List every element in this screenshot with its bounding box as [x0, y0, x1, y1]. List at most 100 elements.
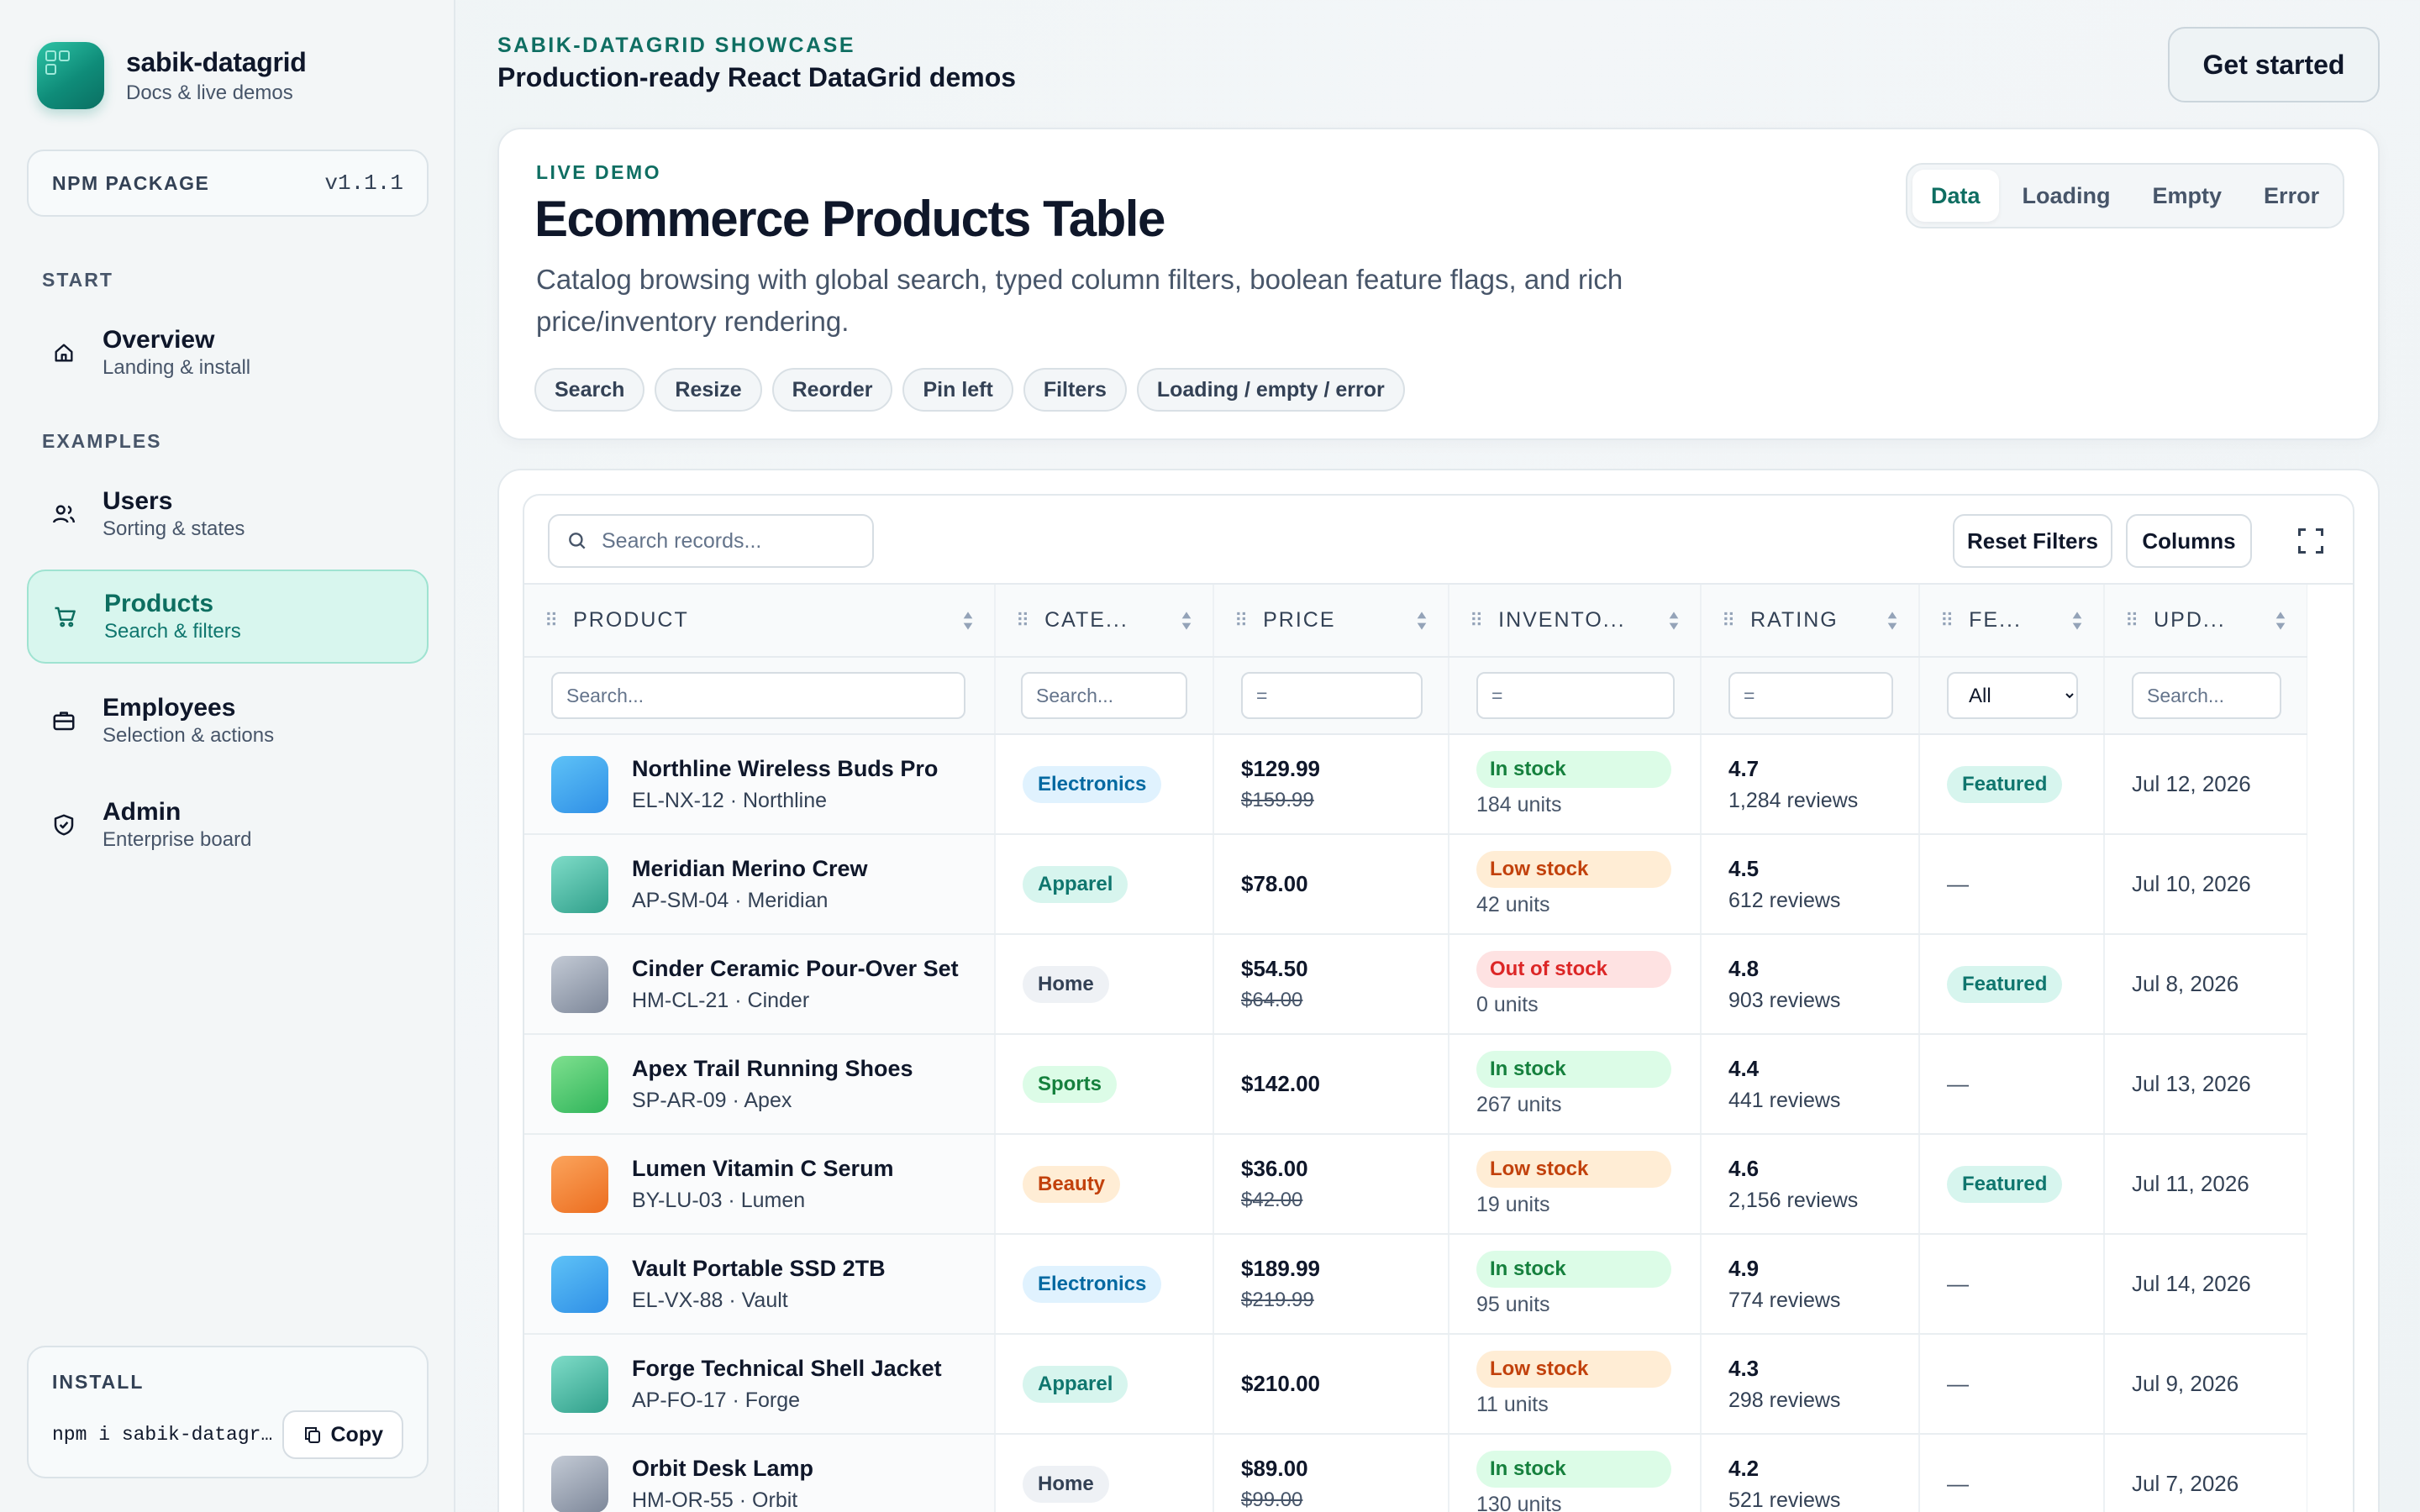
brand[interactable]: sabik-datagrid Docs & live demos [37, 42, 307, 109]
table-row[interactable]: Forge Technical Shell Jacket AP-FO-17 · F… [524, 1334, 2308, 1435]
filter-product-input[interactable] [551, 672, 965, 719]
table-row[interactable]: Cinder Ceramic Pour-Over Set HM-CL-21 · C… [524, 934, 2308, 1035]
category-badge: Apparel [1023, 865, 1128, 903]
feature-chip: Loading / empty / error [1136, 368, 1405, 412]
product-sku: SP-AR-09 · Apex [632, 1088, 792, 1112]
drag-handle-icon[interactable]: ⠿ [1016, 609, 1030, 631]
rating-value: 4.4 [1728, 1055, 1760, 1081]
cell-rating: 4.4 441 reviews [1701, 1034, 1920, 1135]
columns-button[interactable]: Columns [2126, 514, 2252, 568]
updated-date: Jul 14, 2026 [2132, 1271, 2251, 1296]
drag-handle-icon[interactable]: ⠿ [1234, 609, 1249, 631]
review-count: 612 reviews [1728, 888, 1841, 912]
sort-icon[interactable] [1416, 611, 1428, 631]
product-thumbnail [551, 1255, 608, 1313]
sidebar-item-admin[interactable]: Admin Enterprise board [27, 778, 429, 872]
sort-icon[interactable] [1668, 611, 1680, 631]
cell-inventory: Low stock 42 units [1449, 834, 1702, 935]
sort-icon[interactable] [962, 611, 974, 631]
filter-updated-input[interactable] [2132, 672, 2281, 719]
table-row[interactable]: Vault Portable SSD 2TB EL-VX-88 · Vault El… [524, 1234, 2308, 1335]
table-row[interactable]: Apex Trail Running Shoes SP-AR-09 · Apex S… [524, 1034, 2308, 1135]
cell-updated: Jul 7, 2026 [2104, 1434, 2308, 1512]
column-header-product[interactable]: ⠿ PRODUCT [524, 585, 996, 658]
drag-handle-icon[interactable]: ⠿ [1940, 609, 1954, 631]
category-badge: Sports [1023, 1065, 1118, 1103]
sort-icon[interactable] [1181, 611, 1192, 631]
sidebar-item-users[interactable]: Users Sorting & states [27, 467, 429, 561]
npm-label: NPM PACKAGE [52, 171, 210, 194]
data-grid: Reset Filters Columns ⠿ PRODUCT ⠿ CATE... … [523, 494, 2354, 1512]
column-header-updated[interactable]: ⠿ UPD... [2104, 585, 2308, 658]
updated-date: Jul 7, 2026 [2132, 1471, 2239, 1496]
not-featured-dash: — [1947, 1371, 1969, 1396]
column-title: PRODUCT [573, 608, 689, 632]
drag-handle-icon[interactable]: ⠿ [1470, 609, 1484, 631]
review-count: 1,284 reviews [1728, 788, 1859, 812]
filter-featured-select[interactable]: All [1947, 672, 2078, 719]
sort-icon[interactable] [1886, 611, 1898, 631]
copy-button[interactable]: Copy [281, 1410, 403, 1459]
drag-handle-icon[interactable]: ⠿ [1722, 609, 1736, 631]
feature-chip: Filters [1023, 368, 1127, 412]
product-name: Vault Portable SSD 2TB [632, 1255, 886, 1281]
column-header-inventory[interactable]: ⠿ INVENTO... [1449, 585, 1702, 658]
cell-product: Meridian Merino Crew AP-SM-04 · Meridian [524, 834, 996, 935]
sidebar-item-title: Products [104, 590, 214, 617]
table-row[interactable]: Meridian Merino Crew AP-SM-04 · Meridian A… [524, 834, 2308, 935]
cell-product: Northline Wireless Buds Pro EL-NX-12 · No… [524, 734, 996, 835]
product-thumbnail [551, 1055, 608, 1113]
tab-error[interactable]: Error [2264, 182, 2320, 208]
review-count: 774 reviews [1728, 1288, 1841, 1312]
sidebar-item-products[interactable]: Products Search & filters [27, 570, 429, 664]
cell-product: Apex Trail Running Shoes SP-AR-09 · Apex [524, 1034, 996, 1135]
section-examples-label: EXAMPLES [42, 430, 162, 452]
table-row[interactable]: Northline Wireless Buds Pro EL-NX-12 · No… [524, 734, 2308, 835]
cell-rating: 4.5 612 reviews [1701, 834, 1920, 935]
sidebar-item-subtitle: Sorting & states [103, 517, 245, 540]
shield-icon [49, 810, 79, 840]
column-header-category[interactable]: ⠿ CATE... [995, 585, 1214, 658]
demo-description: Catalog browsing with global search, typ… [536, 264, 1623, 337]
cell-inventory: Out of stock 0 units [1449, 934, 1702, 1035]
cell-category: Apparel [995, 1334, 1214, 1435]
tab-loading[interactable]: Loading [2022, 182, 2111, 208]
sidebar-item-employees[interactable]: Employees Selection & actions [27, 674, 429, 768]
copy-label: Copy [330, 1422, 384, 1446]
sort-icon[interactable] [2071, 611, 2083, 631]
filter-inventory-input[interactable] [1476, 672, 1675, 719]
global-search[interactable] [548, 514, 874, 568]
cell-price: $54.50 $64.00 [1213, 934, 1449, 1035]
filter-rating-input[interactable] [1728, 672, 1893, 719]
tab-data[interactable]: Data [1912, 170, 1999, 222]
grid-scroll-area [2307, 585, 2353, 1512]
table-row[interactable]: Lumen Vitamin C Serum BY-LU-03 · Lumen Bea… [524, 1134, 2308, 1235]
reset-filters-button[interactable]: Reset Filters [1953, 514, 2112, 568]
sidebar-item-title: Users [103, 487, 173, 515]
get-started-button[interactable]: Get started [2168, 27, 2380, 102]
sort-icon[interactable] [2275, 611, 2286, 631]
not-featured-dash: — [1947, 1471, 1969, 1496]
search-input[interactable] [602, 528, 854, 554]
product-thumbnail [551, 1355, 608, 1413]
column-header-price[interactable]: ⠿ PRICE [1213, 585, 1449, 658]
drag-handle-icon[interactable]: ⠿ [544, 609, 559, 631]
tab-empty[interactable]: Empty [2152, 182, 2223, 208]
sidebar-item-overview[interactable]: Overview Landing & install [27, 306, 429, 400]
column-header-featured[interactable]: ⠿ FE... [1919, 585, 2105, 658]
fullscreen-icon[interactable] [2296, 526, 2326, 556]
product-name: Forge Technical Shell Jacket [632, 1355, 942, 1381]
cell-rating: 4.9 774 reviews [1701, 1234, 1920, 1335]
price-current: $89.00 [1241, 1456, 1308, 1481]
rating-value: 4.2 [1728, 1455, 1760, 1481]
drag-handle-icon[interactable]: ⠿ [2125, 609, 2139, 631]
cell-featured: — [1919, 1034, 2105, 1135]
table-row[interactable]: Orbit Desk Lamp HM-OR-55 · Orbit Home $89.0… [524, 1434, 2308, 1512]
stock-status-badge: Low stock [1476, 1351, 1671, 1388]
rating-value: 4.5 [1728, 855, 1760, 881]
column-header-rating[interactable]: ⠿ RATING [1701, 585, 1920, 658]
filter-price-input[interactable] [1241, 672, 1423, 719]
filter-category-input[interactable] [1021, 672, 1187, 719]
cell-rating: 4.3 298 reviews [1701, 1334, 1920, 1435]
category-badge: Electronics [1023, 1265, 1162, 1303]
